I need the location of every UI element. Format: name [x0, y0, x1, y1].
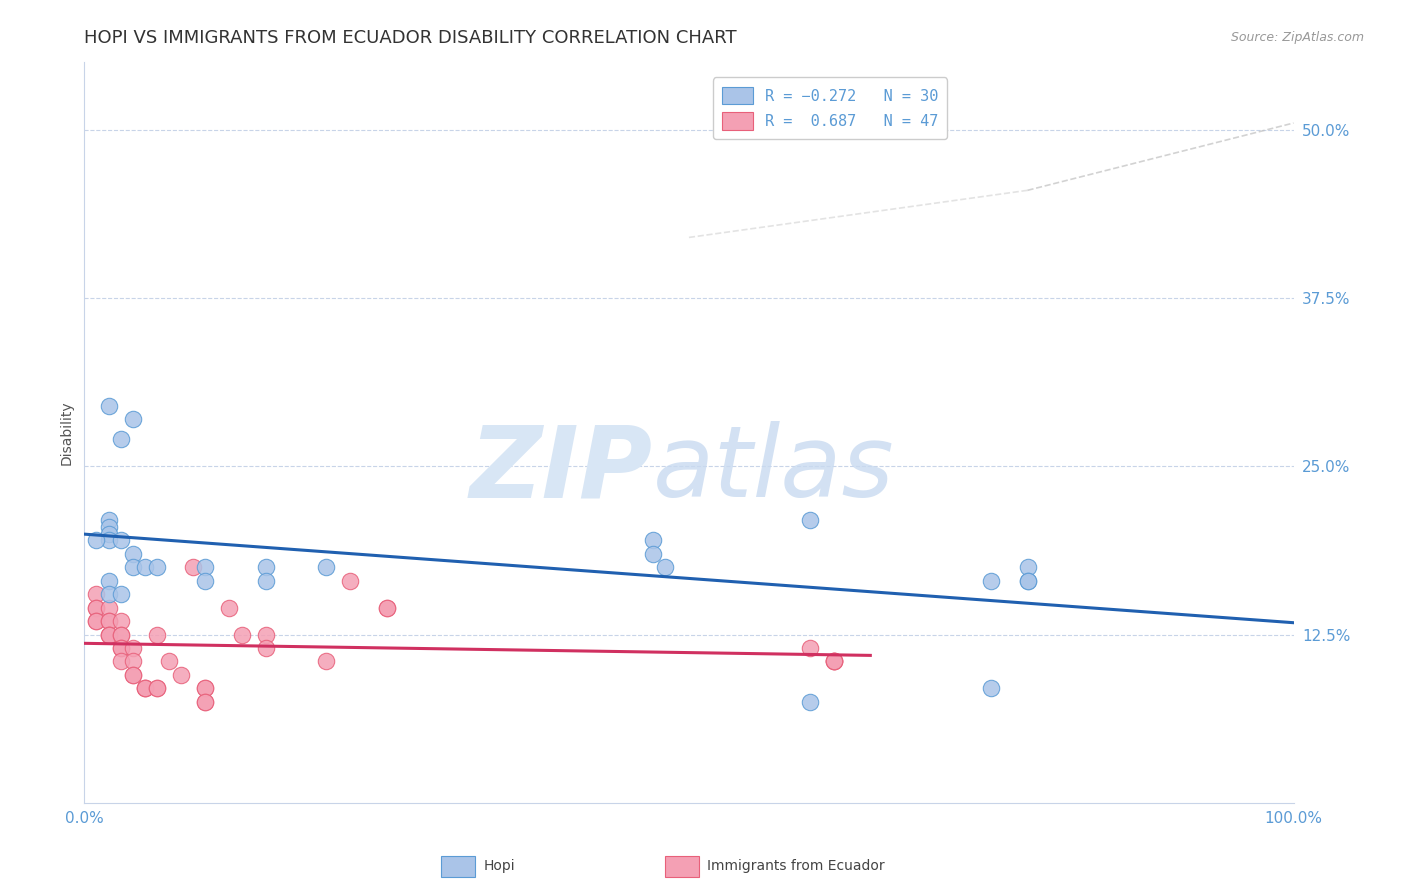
Point — [218, 600, 240, 615]
Point — [254, 627, 277, 641]
Point — [121, 547, 143, 561]
Point — [134, 560, 156, 574]
Point — [823, 655, 845, 669]
Point — [97, 627, 120, 641]
Point — [181, 560, 204, 574]
Point — [86, 614, 108, 628]
Point — [194, 695, 217, 709]
Point — [1017, 574, 1039, 588]
Point — [97, 600, 120, 615]
Point — [194, 560, 217, 574]
Point — [146, 560, 169, 574]
Legend: R = −0.272   N = 30, R =  0.687   N = 47: R = −0.272 N = 30, R = 0.687 N = 47 — [713, 78, 948, 139]
Point — [315, 655, 337, 669]
Point — [97, 513, 120, 527]
Point — [110, 587, 132, 601]
Point — [194, 574, 217, 588]
Point — [194, 695, 217, 709]
Text: atlas: atlas — [652, 421, 894, 518]
Point — [97, 587, 120, 601]
Point — [97, 614, 120, 628]
Point — [134, 681, 156, 696]
Point — [799, 640, 821, 655]
Point — [375, 600, 398, 615]
Point — [97, 627, 120, 641]
Point — [97, 574, 120, 588]
Point — [799, 695, 821, 709]
Point — [231, 627, 253, 641]
Point — [339, 574, 361, 588]
Text: ZIP: ZIP — [470, 421, 652, 518]
Point — [97, 614, 120, 628]
Point — [86, 533, 108, 548]
FancyBboxPatch shape — [441, 856, 475, 877]
Point — [110, 614, 132, 628]
Point — [254, 574, 277, 588]
Point — [97, 520, 120, 534]
Point — [121, 640, 143, 655]
Point — [157, 655, 180, 669]
Point — [254, 640, 277, 655]
Point — [110, 433, 132, 447]
Text: Hopi: Hopi — [484, 859, 515, 872]
Point — [194, 681, 217, 696]
Point — [823, 655, 845, 669]
Point — [375, 600, 398, 615]
Point — [121, 560, 143, 574]
Point — [641, 533, 664, 548]
FancyBboxPatch shape — [665, 856, 699, 877]
Text: Source: ZipAtlas.com: Source: ZipAtlas.com — [1230, 31, 1364, 45]
Point — [86, 587, 108, 601]
Point — [980, 574, 1002, 588]
Point — [194, 681, 217, 696]
Point — [980, 681, 1002, 696]
Point — [654, 560, 676, 574]
Point — [110, 655, 132, 669]
Point — [823, 655, 845, 669]
Point — [110, 533, 132, 548]
Point — [121, 655, 143, 669]
Point — [97, 533, 120, 548]
Point — [110, 640, 132, 655]
Point — [121, 668, 143, 682]
Point — [146, 681, 169, 696]
Point — [146, 681, 169, 696]
Point — [121, 668, 143, 682]
Point — [86, 600, 108, 615]
Point — [97, 399, 120, 413]
Point — [799, 513, 821, 527]
Point — [1017, 560, 1039, 574]
Point — [254, 560, 277, 574]
Point — [86, 614, 108, 628]
Point — [134, 681, 156, 696]
Point — [110, 640, 132, 655]
Text: HOPI VS IMMIGRANTS FROM ECUADOR DISABILITY CORRELATION CHART: HOPI VS IMMIGRANTS FROM ECUADOR DISABILI… — [84, 29, 737, 47]
Point — [110, 627, 132, 641]
Text: Immigrants from Ecuador: Immigrants from Ecuador — [707, 859, 884, 872]
Point — [170, 668, 193, 682]
Y-axis label: Disability: Disability — [59, 401, 73, 465]
Point — [97, 526, 120, 541]
Point — [146, 627, 169, 641]
Point — [315, 560, 337, 574]
Point — [134, 681, 156, 696]
Point — [641, 547, 664, 561]
Point — [1017, 574, 1039, 588]
Point — [86, 600, 108, 615]
Point — [823, 655, 845, 669]
Point — [121, 412, 143, 426]
Point — [97, 627, 120, 641]
Point — [110, 627, 132, 641]
